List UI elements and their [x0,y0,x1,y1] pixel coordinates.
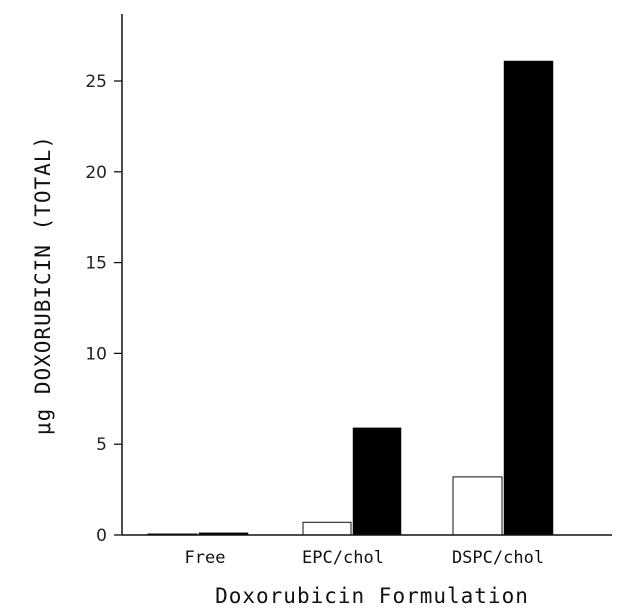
bar-series-2-2 [503,60,554,536]
y-tick-label: 15 [85,254,107,274]
bar-series-2-1 [352,427,402,536]
category-label: Free [185,548,226,568]
category-label: EPC/chol [302,548,384,568]
bar-series-1-1 [302,521,352,536]
category-labels: Free EPC/chol DSPC/chol [185,548,545,568]
bar-series-1-2 [452,476,503,536]
y-ticks: 0 5 10 15 20 25 [85,72,122,546]
y-tick-label: 20 [85,163,107,183]
y-tick-label: 25 [85,72,107,92]
y-tick-label: 5 [96,435,107,455]
y-axis-title: μg DOXORUBICIN (TOTAL) [31,135,55,435]
category-label: DSPC/chol [452,548,544,568]
bars [147,60,554,536]
y-tick-label: 10 [85,344,107,364]
y-tick-label: 0 [96,526,107,546]
x-axis-title: Doxorubicin Formulation [215,584,529,608]
